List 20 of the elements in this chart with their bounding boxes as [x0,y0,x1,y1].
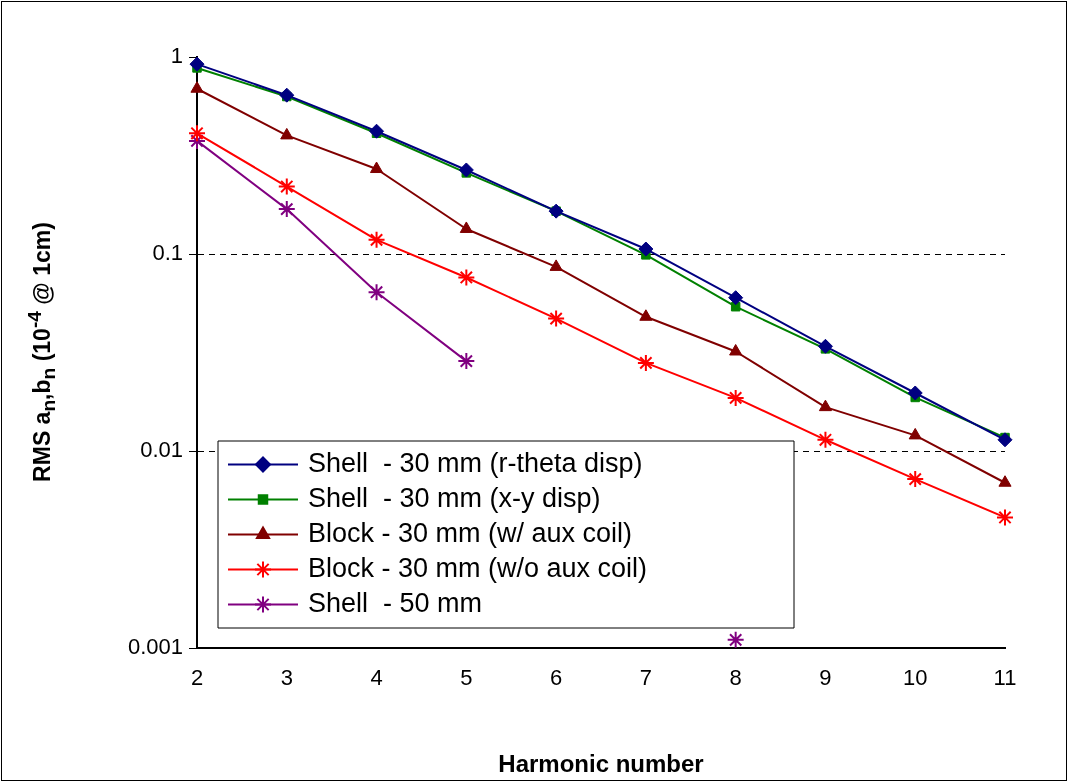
legend-label: Shell - 50 mm [308,587,483,618]
legend-label: Shell - 30 mm (r-theta disp) [308,447,643,478]
x-tick-label: 8 [729,665,742,691]
x-tick-label: 9 [819,665,832,691]
x-tick-label: 3 [280,665,293,691]
y-tick-label: 0.1 [152,240,183,266]
y-tick-label: 0.001 [127,634,183,660]
x-tick-label: 5 [460,665,473,691]
x-tick-label: 11 [993,665,1017,691]
x-axis-title: Harmonic number [498,750,704,778]
y-tick-label: 0.01 [140,437,183,463]
legend-label: Shell - 30 mm (x-y disp) [308,482,601,513]
x-tick-label: 4 [370,665,383,691]
legend-label: Block - 30 mm (w/ aux coil) [308,517,633,548]
legend-label: Block - 30 mm (w/o aux coil) [308,552,648,583]
y-tick-label: 1 [170,43,183,69]
x-tick-label: 6 [549,665,563,691]
x-tick-label: 2 [190,665,204,691]
x-tick-label: 7 [639,665,653,691]
x-tick-label: 10 [902,665,928,691]
